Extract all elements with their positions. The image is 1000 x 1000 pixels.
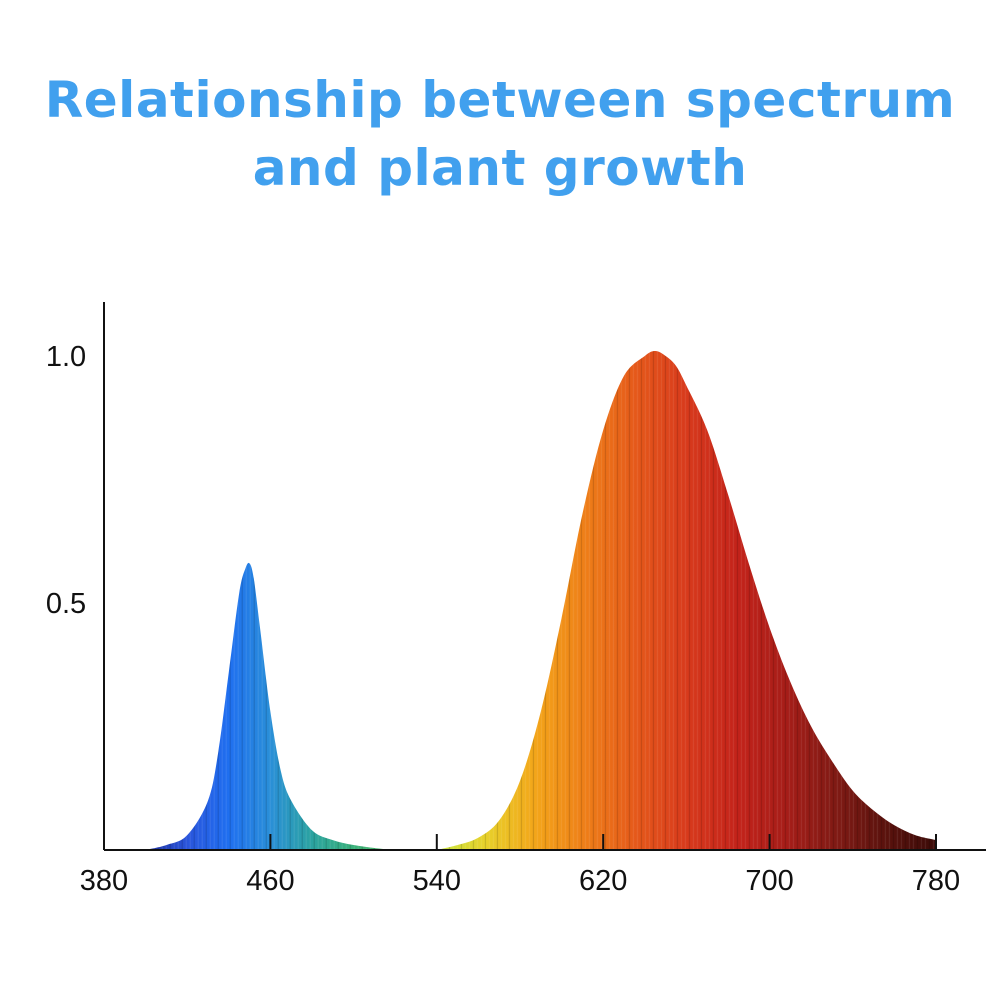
series-area-2 (436, 351, 936, 850)
tick-labels: 380 460 540 620 700 780 0.5 1.0 (46, 341, 960, 897)
chart-title-line-2: and plant growth (252, 139, 748, 197)
series-area-1 (145, 562, 396, 850)
y-tick-label: 1.0 (46, 341, 86, 373)
x-tick-label: 540 (413, 865, 461, 897)
x-tick-label: 460 (246, 865, 294, 897)
x-tick-label: 700 (745, 865, 793, 897)
x-tick-label: 380 (80, 865, 128, 897)
x-tick-label: 780 (912, 865, 960, 897)
series-stripes-2 (436, 351, 935, 850)
axes (103, 302, 986, 851)
chart-title: Relationship between spectrum and plant … (0, 66, 1000, 202)
y-tick-label: 0.5 (46, 588, 86, 620)
x-tick-label: 620 (579, 865, 627, 897)
series-areas (145, 351, 936, 850)
series-stripes-1 (145, 562, 395, 850)
chart-title-line-1: Relationship between spectrum (44, 71, 956, 129)
